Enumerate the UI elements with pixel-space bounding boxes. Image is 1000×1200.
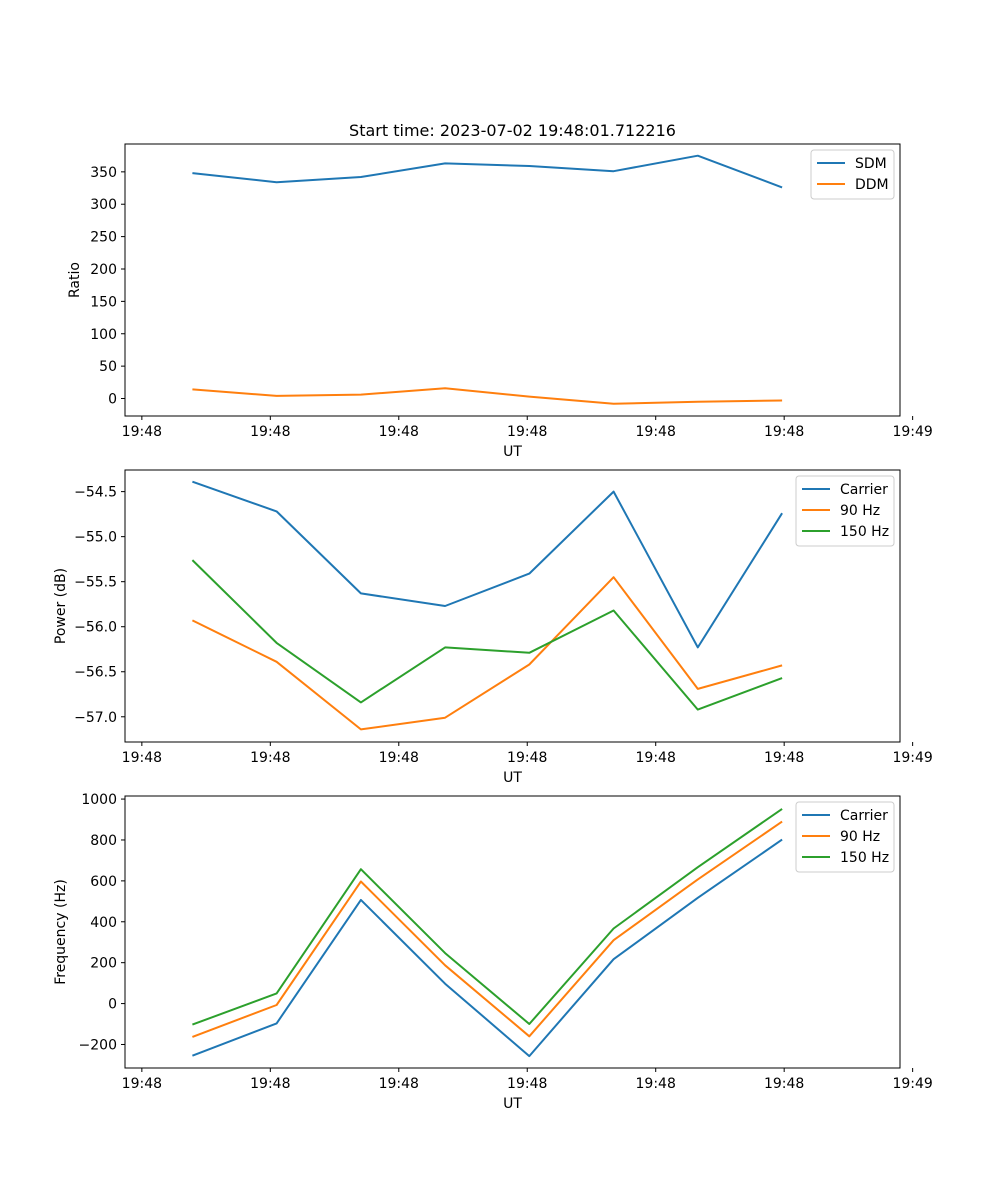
legend: Carrier 90 Hz 150 Hz	[795, 475, 895, 547]
y-axis-label: Ratio	[67, 262, 83, 298]
y-axis-label: Frequency (Hz)	[53, 879, 69, 985]
y-tick-label: −56.5	[74, 665, 117, 681]
legend-box	[795, 801, 895, 873]
x-tick-label: 19:48	[507, 424, 547, 440]
x-tick-label: 19:49	[892, 1076, 932, 1092]
legend-label: 90 Hz	[840, 503, 880, 519]
y-tick-label: 0	[108, 392, 117, 408]
x-tick-label: 19:49	[892, 424, 932, 440]
y-tick-label: 150	[90, 294, 117, 310]
x-tick-label: 19:48	[250, 424, 290, 440]
y-tick-label: −200	[79, 1037, 117, 1053]
series-line-90-hz	[192, 820, 783, 1038]
y-tick-label: 300	[90, 197, 117, 213]
legend: SDM DDM	[810, 149, 895, 200]
x-tick-label: 19:48	[122, 424, 162, 440]
y-tick-label: 200	[90, 956, 117, 972]
legend: Carrier 90 Hz 150 Hz	[795, 801, 895, 873]
x-axis-label: UT	[503, 444, 522, 460]
axes-frame	[124, 469, 901, 743]
x-tick-label: 19:48	[250, 750, 290, 766]
legend-label: 150 Hz	[840, 850, 889, 866]
series-line-150-hz	[191, 559, 783, 711]
series-line-carrier	[192, 838, 783, 1058]
x-tick-label: 19:48	[122, 1076, 162, 1092]
x-tick-label: 19:48	[764, 750, 804, 766]
y-axis-label: Power (dB)	[53, 568, 69, 644]
x-axis-label: UT	[503, 770, 522, 786]
x-tick-label: 19:48	[122, 750, 162, 766]
y-tick-label: −55.5	[74, 575, 117, 591]
y-tick-label: −57.0	[74, 710, 117, 726]
chart-title: Start time: 2023-07-02 19:48:01.712216	[349, 121, 676, 140]
x-tick-label: 19:48	[636, 750, 676, 766]
legend-label: DDM	[855, 177, 889, 193]
axes-frame	[124, 143, 901, 417]
power-panel: 19:48 19:48 19:48 19:48 19:48 19:48 19:49 −57.0…	[53, 469, 933, 786]
x-tick-label: 19:48	[764, 424, 804, 440]
y-tick-label: 800	[90, 833, 117, 849]
x-tick-label: 19:48	[636, 1076, 676, 1092]
x-tick-label: 19:48	[379, 1076, 419, 1092]
x-tick-label: 19:48	[379, 424, 419, 440]
y-tick-label: 250	[90, 230, 117, 246]
series-line-ddm	[192, 387, 783, 405]
x-tick-label: 19:48	[507, 1076, 547, 1092]
legend-box	[795, 475, 895, 547]
y-tick-label: −56.0	[74, 620, 117, 636]
y-tick-label: 200	[90, 262, 117, 278]
legend-label: Carrier	[840, 482, 888, 498]
legend-label: 90 Hz	[840, 829, 880, 845]
y-tick-label: 1000	[81, 792, 117, 808]
series-line-sdm	[192, 154, 783, 189]
legend-label: Carrier	[840, 808, 888, 824]
y-tick-label: −55.0	[74, 530, 117, 546]
series-line-90-hz	[191, 576, 783, 731]
series-line-carrier	[192, 480, 783, 649]
y-tick-label: −54.5	[74, 485, 117, 501]
legend-label: SDM	[855, 156, 887, 172]
axes-frame	[124, 795, 901, 1069]
x-axis-label: UT	[503, 1096, 522, 1112]
y-tick-label: 50	[99, 359, 117, 375]
ratio-panel: Start time: 2023-07-02 19:48:01.712216 19…	[67, 121, 933, 460]
series-line-150-hz	[192, 808, 783, 1026]
x-tick-label: 19:48	[764, 1076, 804, 1092]
x-tick-label: 19:49	[892, 750, 932, 766]
x-tick-label: 19:48	[507, 750, 547, 766]
legend-label: 150 Hz	[840, 524, 889, 540]
y-tick-label: 400	[90, 915, 117, 931]
y-tick-label: 100	[90, 327, 117, 343]
y-tick-label: 600	[90, 874, 117, 890]
x-tick-label: 19:48	[379, 750, 419, 766]
y-tick-label: 350	[90, 165, 117, 181]
frequency-panel: 19:48 19:48 19:48 19:48 19:48 19:48 19:49 −200 0…	[53, 792, 933, 1112]
x-tick-label: 19:48	[250, 1076, 290, 1092]
x-tick-label: 19:48	[636, 424, 676, 440]
y-tick-label: 0	[108, 997, 117, 1013]
